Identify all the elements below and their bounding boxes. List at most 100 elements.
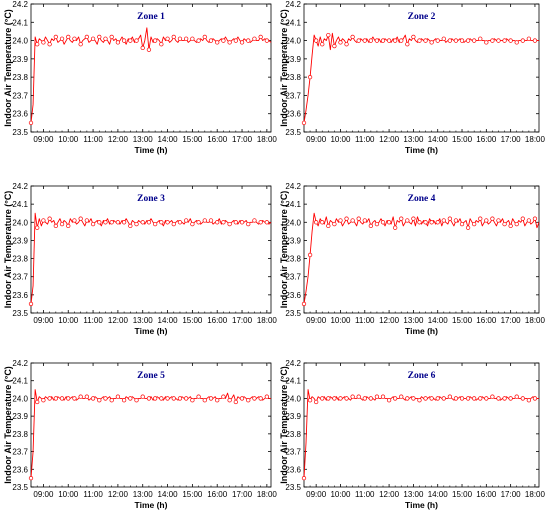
data-point	[411, 34, 416, 40]
data-point	[72, 396, 77, 401]
y-tick-label: 23.6	[285, 465, 301, 474]
data-point	[386, 220, 392, 225]
data-point	[338, 396, 343, 401]
data-point	[344, 396, 349, 401]
y-tick-label: 23.9	[12, 236, 28, 245]
data-point	[103, 36, 108, 41]
x-tick-label: 09:00	[306, 316, 327, 325]
y-tick-label: 23.9	[12, 412, 28, 421]
x-tick-label: 13:00	[133, 490, 154, 499]
data-point	[472, 396, 477, 401]
data-point	[90, 396, 96, 401]
y-tick-label: 23.8	[12, 430, 28, 439]
data-point	[47, 216, 52, 221]
data-point	[532, 216, 538, 221]
plot-frame	[303, 362, 540, 488]
plot-frame	[30, 362, 272, 488]
data-point	[215, 398, 220, 403]
y-tick-label: 24.0	[285, 218, 301, 227]
data-point	[264, 394, 270, 399]
y-tick-label: 23.9	[285, 55, 301, 64]
data-point	[423, 396, 428, 401]
data-point	[221, 220, 226, 225]
x-tick-label: 16:00	[207, 490, 228, 499]
data-point	[320, 42, 325, 47]
data-point	[215, 40, 220, 45]
data-point	[374, 394, 380, 399]
data-point	[41, 398, 46, 403]
data-point	[399, 216, 404, 221]
data-point	[490, 394, 495, 399]
x-tick-label: 13:00	[403, 490, 424, 499]
x-tick-label: 15:00	[452, 316, 473, 325]
x-tick-label: 14:00	[428, 490, 449, 499]
data-point	[356, 394, 361, 399]
data-point	[514, 221, 519, 227]
x-tick-label: 17:00	[501, 135, 522, 144]
data-point	[301, 301, 307, 307]
data-point	[115, 40, 121, 45]
data-point	[134, 398, 139, 403]
x-tick-label: 10:00	[330, 490, 351, 499]
data-point	[526, 218, 532, 223]
data-point	[97, 398, 102, 403]
data-point	[59, 36, 65, 41]
data-point	[429, 40, 434, 45]
x-tick-label: 11:00	[355, 135, 375, 144]
x-tick-label: 09:00	[306, 490, 327, 499]
data-point	[252, 396, 257, 401]
data-point	[221, 38, 226, 43]
data-point	[368, 223, 374, 229]
data-point	[417, 398, 422, 403]
data-point	[215, 220, 220, 225]
x-axis-label: Time (h)	[405, 326, 438, 336]
chart-panel-1: 23.5 23.6 23.7 23.8 23.9 24.0 24.1 24.2 09:00 10:…	[3, 0, 277, 155]
data-point	[66, 396, 71, 401]
y-tick-label: 23.8	[12, 73, 28, 82]
data-point	[53, 34, 58, 40]
data-point	[78, 42, 83, 47]
y-tick-label: 23.5	[12, 309, 28, 318]
data-point	[140, 394, 145, 399]
data-point	[84, 218, 90, 223]
data-point	[532, 38, 538, 43]
x-tick-label: 11:00	[83, 490, 103, 499]
data-point	[246, 221, 251, 227]
y-axis-label: Indoor Air Temperature (°C)	[279, 191, 289, 309]
y-tick-label: 23.5	[12, 483, 28, 492]
data-point	[121, 398, 127, 403]
data-point	[490, 216, 495, 221]
x-tick-label: 14:00	[428, 135, 449, 144]
data-point	[332, 396, 337, 401]
y-tick-label: 23.5	[12, 128, 28, 137]
data-point	[374, 38, 380, 43]
x-tick-label: 13:00	[403, 135, 424, 144]
y-tick-label: 23.7	[12, 448, 28, 457]
data-point	[90, 36, 96, 41]
x-tick-label: 18:00	[525, 316, 546, 325]
data-point	[429, 396, 434, 401]
x-tick-label: 18:00	[525, 490, 546, 499]
data-point	[184, 36, 189, 41]
y-axis-label: Indoor Air Temperature (°C)	[279, 366, 289, 484]
data-point	[84, 34, 90, 40]
data-point	[393, 396, 398, 401]
data-point	[508, 396, 513, 401]
data-point	[484, 40, 489, 45]
y-tick-label: 23.7	[12, 91, 28, 100]
data-point	[301, 475, 307, 481]
data-point	[411, 396, 416, 401]
x-tick-label: 18:00	[525, 135, 546, 144]
data-point	[514, 394, 519, 399]
data-point	[28, 301, 34, 307]
data-point	[459, 221, 465, 227]
data-point	[484, 218, 489, 223]
data-point	[177, 220, 183, 225]
data-point	[128, 38, 133, 43]
data-point	[28, 475, 34, 481]
data-point	[307, 252, 313, 258]
data-point	[326, 223, 331, 229]
data-point	[465, 396, 471, 401]
data-point	[246, 398, 251, 403]
data-point	[472, 38, 477, 43]
